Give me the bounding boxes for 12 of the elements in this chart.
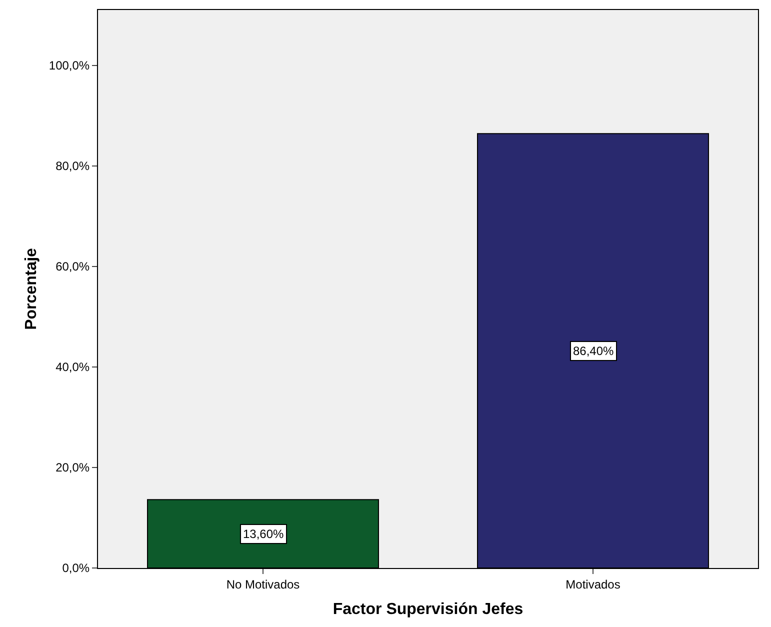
y-tick-label: 60,0%	[56, 260, 90, 274]
y-tick-label: 0,0%	[62, 561, 90, 576]
x-axis-title: Factor Supervisión Jefes	[332, 601, 524, 618]
y-tick-label: 20,0%	[56, 460, 90, 475]
x-tick-label: No Motivados	[226, 577, 300, 592]
y-tick-label: 80,0%	[56, 159, 90, 174]
y-tick-label: 100,0%	[48, 58, 90, 72]
x-tick-label: Motivados	[566, 577, 620, 592]
y-axis-title: Porcentaje	[22, 248, 40, 330]
y-tick-label: 40,0%	[56, 360, 90, 374]
data-label: 86,40%	[573, 344, 614, 358]
data-label: 13,60%	[243, 527, 284, 541]
